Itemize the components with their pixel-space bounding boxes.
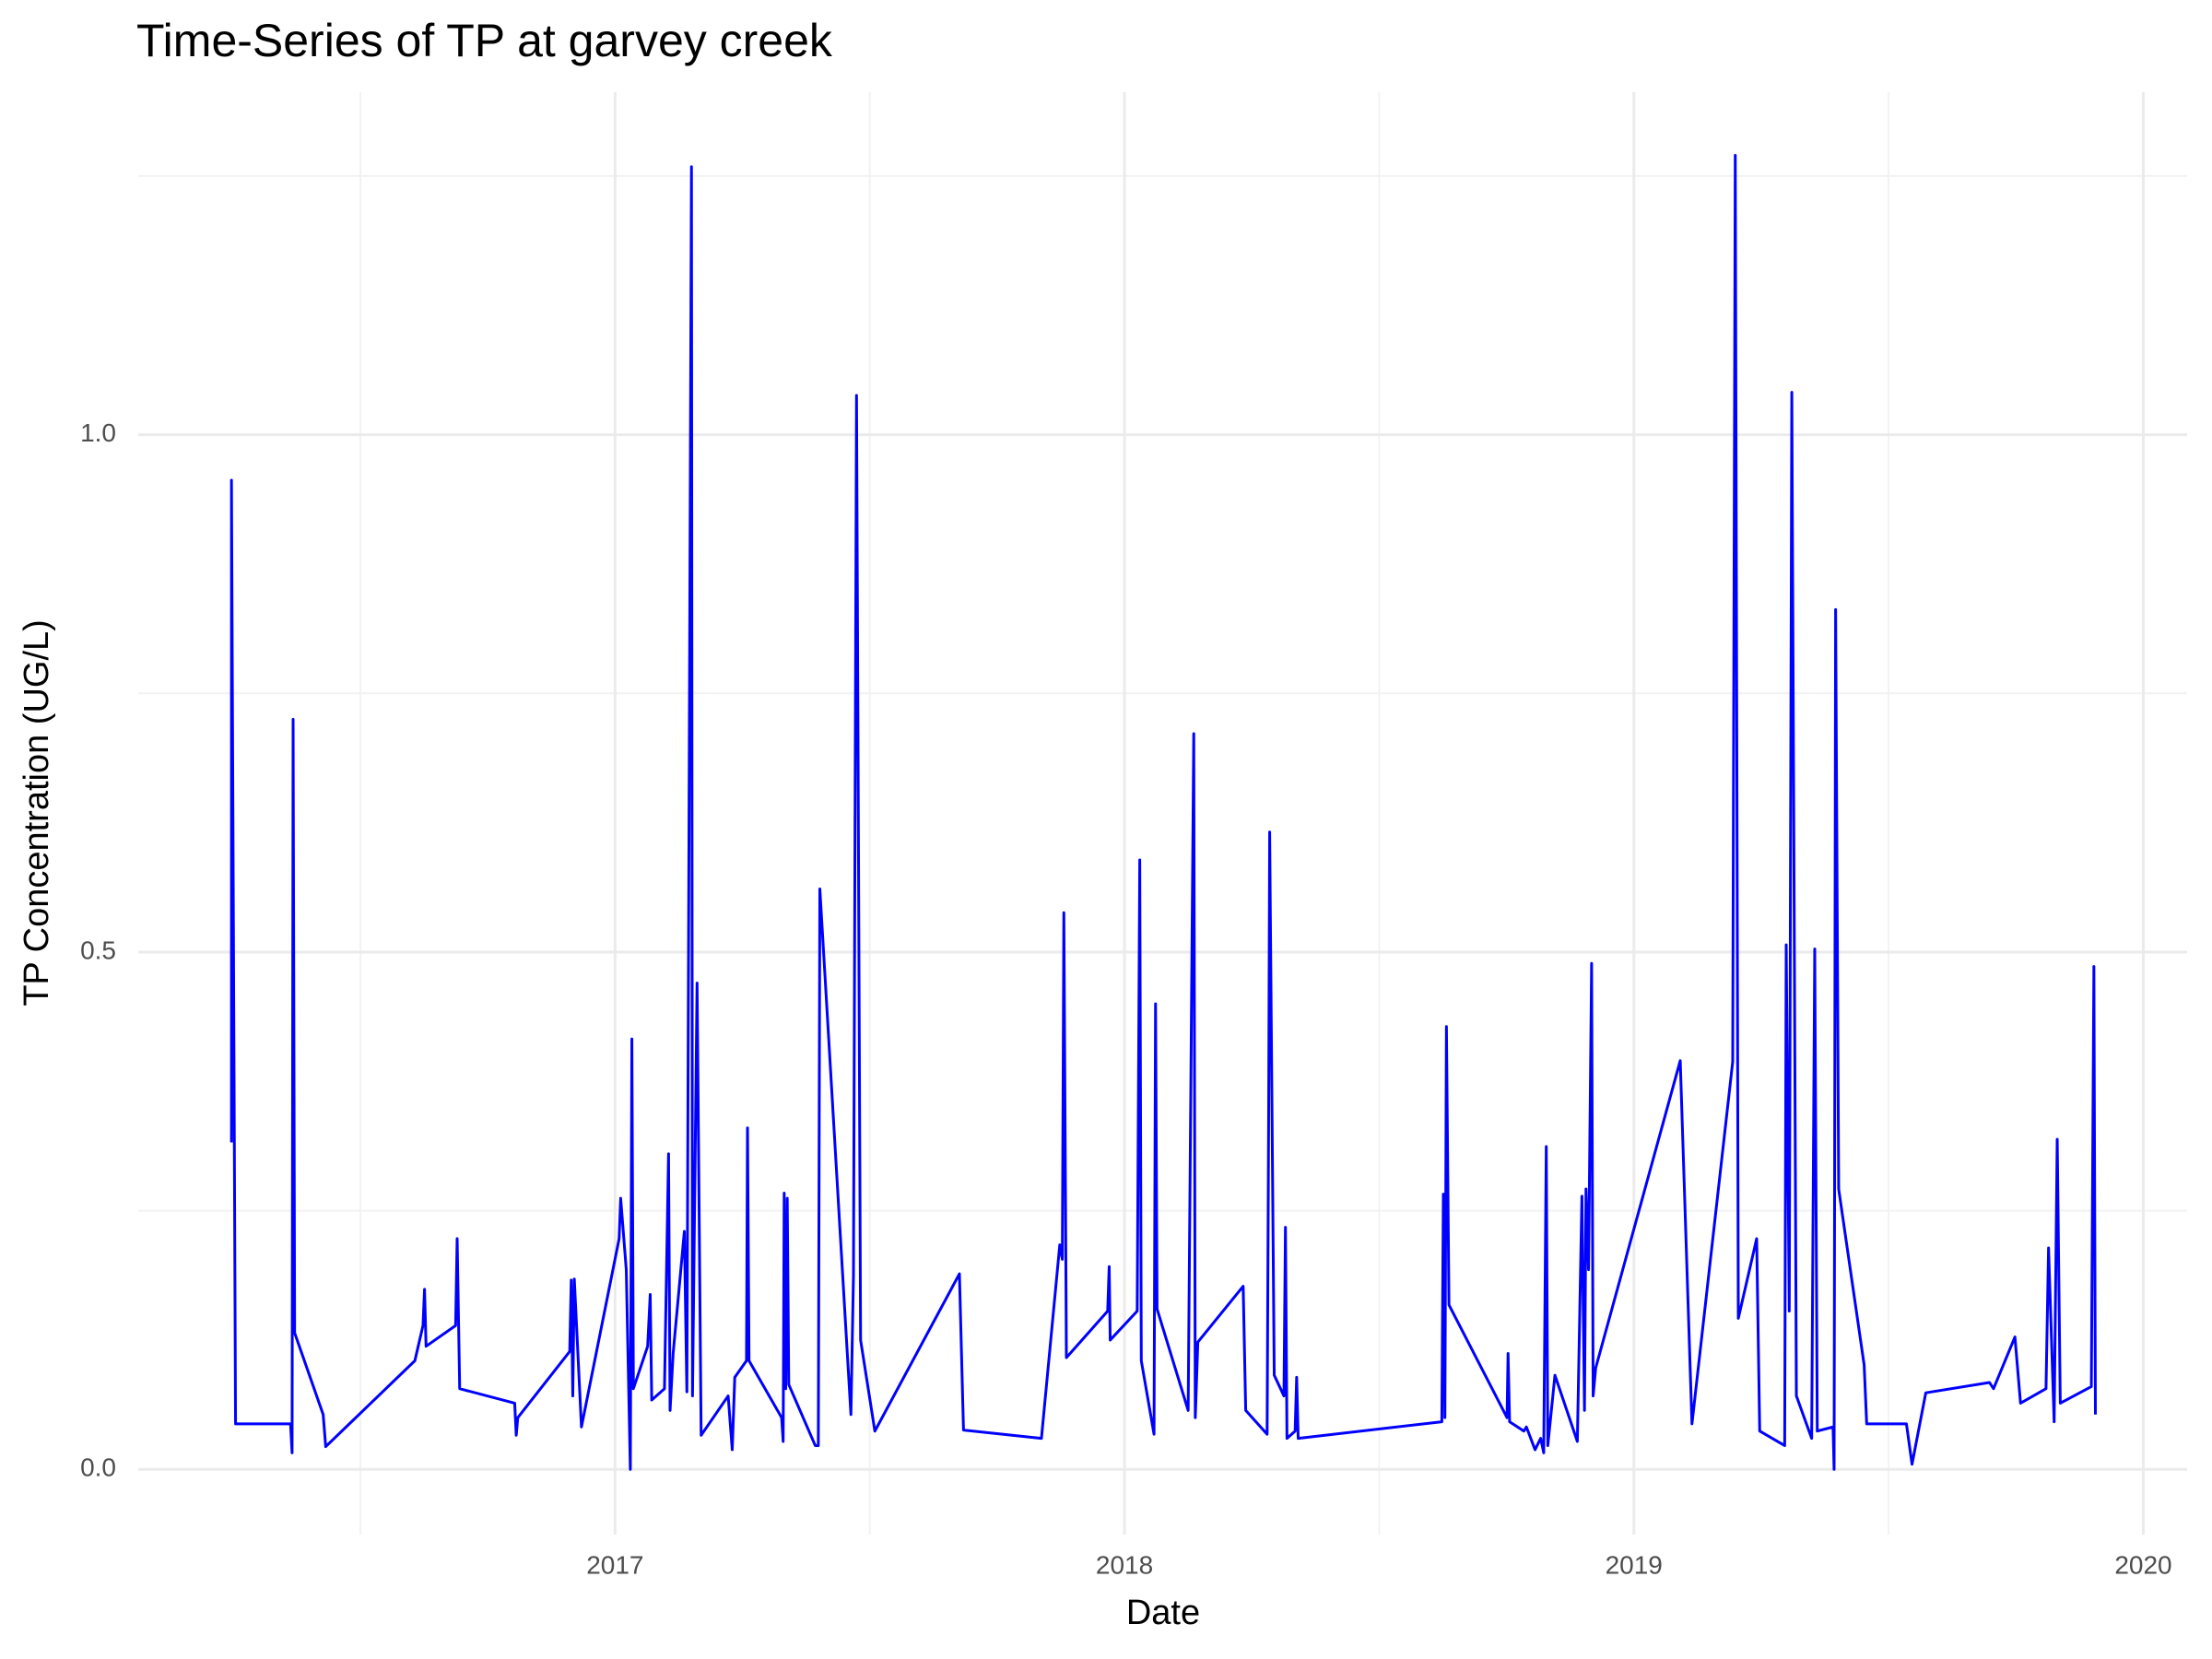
y-tick-label: 0.5 [80, 935, 116, 964]
x-tick-label: 2017 [586, 1550, 643, 1579]
x-tick-label: 2020 [2114, 1550, 2171, 1579]
x-tick-label: 2018 [1096, 1550, 1153, 1579]
y-axis-label: TP Concentration (UG/L) [18, 619, 56, 1006]
marks [229, 153, 2098, 1471]
x-axis-label: Date [1126, 1594, 1200, 1632]
y-tick-label: 0.0 [80, 1453, 116, 1482]
x-tick-label: 2019 [1606, 1550, 1663, 1579]
y-tick-label: 1.0 [80, 418, 116, 447]
chart-title: Time-Series of TP at garvey creek [136, 15, 833, 66]
grid [138, 92, 2187, 1535]
data-line [229, 153, 2098, 1471]
